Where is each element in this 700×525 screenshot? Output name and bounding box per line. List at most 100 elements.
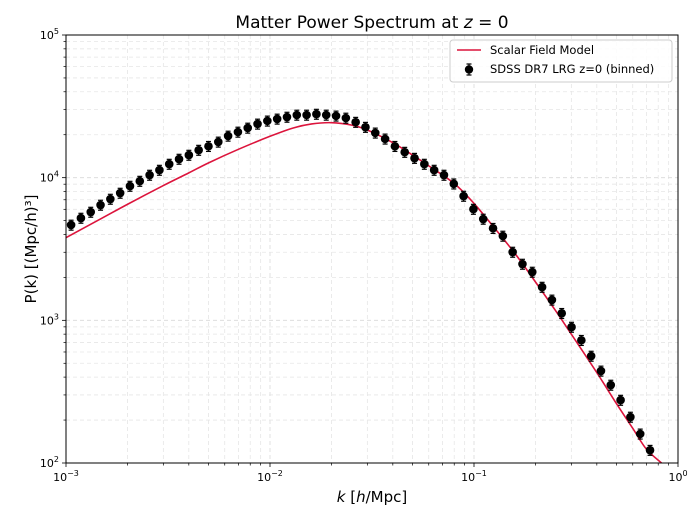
data-point xyxy=(586,350,596,362)
data-point xyxy=(194,144,203,156)
data-marker xyxy=(223,131,233,141)
legend-data-swatch xyxy=(464,63,474,76)
y-tick-label: 104 xyxy=(40,170,59,185)
data-marker xyxy=(66,220,76,230)
data-point xyxy=(478,213,488,225)
data-point xyxy=(312,108,321,120)
data-marker xyxy=(420,159,429,169)
y-tick-label: 103 xyxy=(40,312,59,327)
x-axis-ticks: 10−3 10−2 10−1 100 xyxy=(53,463,688,484)
data-point xyxy=(106,193,115,205)
data-point xyxy=(596,365,606,377)
data-marker xyxy=(400,147,410,157)
data-point xyxy=(469,203,478,215)
data-point xyxy=(439,169,449,181)
data-point xyxy=(66,219,76,231)
data-point xyxy=(410,152,419,164)
data-marker xyxy=(557,309,567,318)
data-marker xyxy=(577,335,586,345)
data-marker xyxy=(125,181,135,191)
data-marker xyxy=(145,170,154,180)
data-marker xyxy=(331,111,341,121)
legend-data-label: SDSS DR7 LRG z=0 (binned) xyxy=(490,62,654,76)
data-point xyxy=(361,121,370,133)
data-point xyxy=(429,164,439,176)
data-marker xyxy=(459,191,468,201)
data-marker xyxy=(86,207,96,217)
data-point xyxy=(616,394,625,406)
y-tick-label: 102 xyxy=(40,455,59,470)
data-point xyxy=(626,411,635,423)
data-marker xyxy=(106,194,115,204)
data-point xyxy=(272,113,282,125)
data-marker xyxy=(449,179,459,189)
data-point xyxy=(567,321,576,333)
data-marker xyxy=(155,165,164,175)
data-point xyxy=(351,116,360,128)
data-marker xyxy=(626,412,635,422)
x-tick-label: 10−2 xyxy=(257,469,283,484)
data-point xyxy=(174,153,184,165)
data-marker xyxy=(547,295,557,305)
data-marker xyxy=(645,445,655,455)
data-marker xyxy=(469,204,478,214)
chart-title: Matter Power Spectrum at z = 0 xyxy=(235,13,508,33)
data-marker xyxy=(96,200,105,210)
data-point xyxy=(400,146,410,158)
data-point xyxy=(213,136,223,148)
x-tick-label: 10−3 xyxy=(53,469,79,484)
data-point xyxy=(321,109,331,121)
data-point xyxy=(302,109,311,121)
y-axis-ticks: 102 103 104 105 xyxy=(40,27,66,470)
data-marker xyxy=(370,128,380,138)
data-marker xyxy=(194,145,203,155)
data-marker xyxy=(380,134,390,144)
data-point xyxy=(527,266,537,278)
data-marker xyxy=(302,110,311,120)
data-point xyxy=(135,175,145,187)
data-marker xyxy=(635,429,645,439)
data-marker xyxy=(567,322,576,332)
data-marker xyxy=(429,165,439,175)
data-point xyxy=(125,180,135,192)
data-point xyxy=(223,130,233,142)
data-marker xyxy=(272,114,282,124)
data-point xyxy=(577,334,586,347)
data-marker xyxy=(321,110,331,120)
data-point xyxy=(96,199,105,211)
data-point xyxy=(557,307,567,320)
data-marker xyxy=(488,223,498,233)
data-marker xyxy=(410,153,419,163)
data-marker xyxy=(508,247,517,257)
data-point xyxy=(331,110,341,122)
data-marker xyxy=(292,110,302,120)
data-point xyxy=(380,133,390,145)
data-point xyxy=(204,140,213,153)
data-marker xyxy=(478,214,488,224)
data-marker xyxy=(390,141,400,151)
data-point xyxy=(508,246,517,258)
data-marker xyxy=(616,395,625,405)
legend: Scalar Field Model SDSS DR7 LRG z=0 (bin… xyxy=(449,39,673,83)
data-point xyxy=(498,230,508,242)
data-point xyxy=(233,126,243,138)
data-marker xyxy=(606,380,616,390)
data-point xyxy=(390,140,400,153)
data-point xyxy=(263,115,272,127)
plot-frame xyxy=(65,34,679,464)
data-point xyxy=(155,164,164,176)
data-marker xyxy=(174,154,184,164)
data-marker xyxy=(184,150,194,160)
data-marker xyxy=(164,159,174,169)
data-marker xyxy=(263,116,272,126)
y-tick-label: 105 xyxy=(40,27,59,42)
data-marker xyxy=(351,117,360,127)
data-marker xyxy=(361,122,370,132)
data-point xyxy=(449,178,459,190)
data-point xyxy=(86,206,96,218)
data-point xyxy=(459,190,468,202)
data-marker xyxy=(253,119,262,129)
data-marker xyxy=(596,366,606,376)
